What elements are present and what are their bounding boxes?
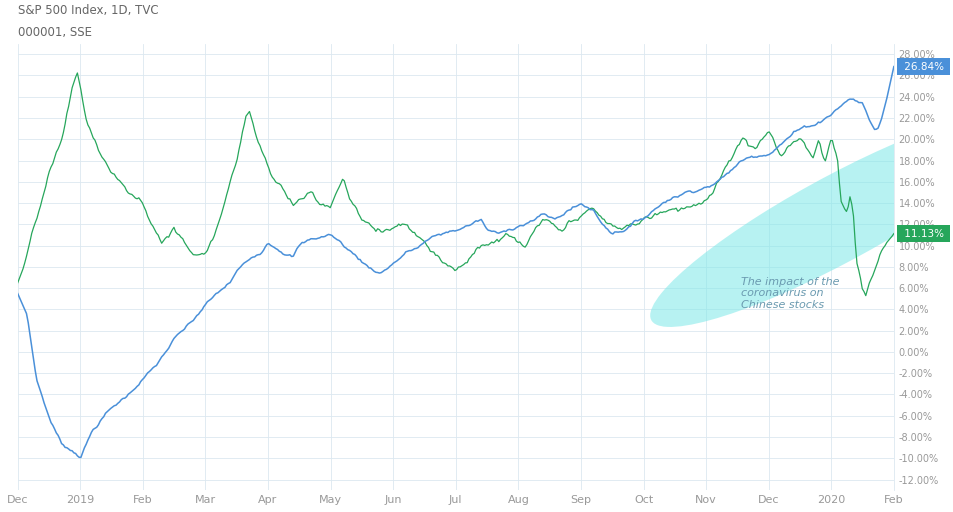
Text: 000001, SSE: 000001, SSE — [18, 26, 91, 39]
Text: 11.13%: 11.13% — [900, 229, 946, 239]
Text: The impact of the
coronavirus on
Chinese stocks: The impact of the coronavirus on Chinese… — [740, 277, 838, 310]
Text: 26.84%: 26.84% — [900, 61, 946, 72]
Ellipse shape — [650, 111, 953, 327]
Text: S&P 500 Index, 1D, TVC: S&P 500 Index, 1D, TVC — [18, 4, 158, 17]
